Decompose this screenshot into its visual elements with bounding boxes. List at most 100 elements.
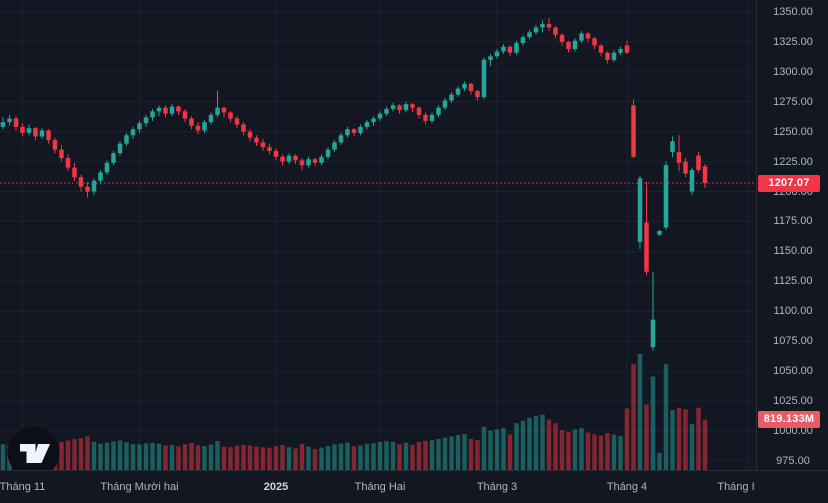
time-tick-label: Tháng Mười hai <box>100 481 179 493</box>
volume-bar <box>72 439 77 470</box>
candle-body <box>598 45 604 53</box>
volume-bar <box>644 404 649 470</box>
candle-body <box>20 126 25 133</box>
volume-bar <box>273 446 279 470</box>
candle-body <box>533 27 539 33</box>
candle-body <box>202 122 207 131</box>
candle-body <box>592 38 597 46</box>
time-tick-label: 2025 <box>263 481 289 493</box>
candle-body <box>319 156 324 163</box>
candle-body <box>72 167 77 178</box>
volume-bar <box>169 444 175 470</box>
candle-body <box>189 118 194 126</box>
volume-bar <box>228 447 233 470</box>
time-tick-label: Tháng Hai <box>354 481 406 493</box>
candle-body <box>267 147 272 151</box>
volume-bar <box>65 440 71 470</box>
last-price-label: 1207.07 <box>758 174 820 192</box>
volume-bar <box>585 432 591 470</box>
price-tick-label: 1325.00 <box>773 35 813 48</box>
candle-body <box>397 105 402 111</box>
chart-plot-area[interactable] <box>0 0 756 470</box>
volume-bar <box>260 447 266 470</box>
candle-body <box>293 155 298 161</box>
volume-bar <box>650 376 656 470</box>
candle-body <box>611 52 617 60</box>
volume-bar <box>494 429 500 470</box>
volume-bar <box>468 438 474 470</box>
volume-bar <box>182 444 188 470</box>
price-axis[interactable]: 975.00 1000.00 1025.00 1050.00 1075.00 1100.0… <box>756 0 828 470</box>
volume-bar <box>384 441 389 470</box>
tradingview-logo[interactable] <box>7 426 60 470</box>
volume-bar <box>130 444 136 470</box>
candle-body <box>306 159 311 166</box>
candle-body <box>52 140 58 150</box>
volume-bar <box>358 445 363 470</box>
candle-body <box>325 149 331 157</box>
volume-bar <box>59 442 64 470</box>
volume-bar <box>202 446 207 470</box>
volume-bar <box>416 442 422 470</box>
volume-bar <box>306 446 311 470</box>
candle-body <box>605 52 610 60</box>
volume-bar <box>286 447 292 470</box>
price-tick-label: 1025.00 <box>773 395 813 408</box>
volume-bar <box>234 445 240 470</box>
candle-body <box>182 111 188 119</box>
volume-bar <box>117 440 123 470</box>
candle-body <box>475 90 480 97</box>
candle-body <box>553 27 558 35</box>
volume-bar <box>592 434 597 470</box>
volume-bar <box>85 436 90 470</box>
candle-body <box>228 112 233 119</box>
candle-body <box>260 142 266 148</box>
price-tick-label: 1050.00 <box>773 365 813 378</box>
candle-body <box>696 155 701 170</box>
volume-bar <box>475 440 480 470</box>
volume-bar <box>241 444 246 470</box>
price-tick-label: 1350.00 <box>773 5 813 18</box>
volume-bar <box>137 444 142 470</box>
candle-body <box>26 128 32 133</box>
candle-body <box>540 23 545 28</box>
candle-body <box>384 108 389 114</box>
volume-bar <box>98 443 103 470</box>
candle-body <box>657 231 662 235</box>
candle-body <box>130 129 136 136</box>
candle-body <box>299 160 305 166</box>
volume-bar <box>325 446 331 470</box>
candlestick-chart[interactable] <box>0 0 756 470</box>
volume-bar <box>533 415 539 470</box>
price-tick-label: 1150.00 <box>773 245 813 258</box>
volume-label: 819.133M <box>758 411 820 429</box>
candle-body <box>59 149 64 159</box>
volume-bar <box>689 423 695 470</box>
candle-body <box>702 166 708 184</box>
volume-bar <box>91 441 97 470</box>
candle-body <box>195 125 201 131</box>
candle-body <box>65 158 71 168</box>
candle-body <box>332 142 337 150</box>
volume-bar <box>195 445 201 470</box>
candle-body <box>618 49 623 53</box>
volume-bar <box>520 420 526 470</box>
volume-bar <box>299 443 305 470</box>
volume-bar <box>150 442 155 470</box>
candle-body <box>566 41 571 50</box>
time-axis[interactable]: Tháng 11 Tháng Mười hai 2025 Tháng Hai Tháng… <box>0 470 828 503</box>
price-tick-label: 1300.00 <box>773 65 813 78</box>
volume-bar <box>611 434 617 470</box>
candle-body <box>462 83 467 89</box>
candle-body <box>559 34 565 42</box>
candle-body <box>546 23 552 28</box>
price-tick-label: 975.00 <box>776 454 810 467</box>
candle-body <box>364 122 370 127</box>
volume-bar <box>111 441 116 470</box>
volume-bar <box>247 445 253 470</box>
volume-bar <box>176 446 181 470</box>
candle-body <box>234 118 240 125</box>
candle-body <box>520 37 526 44</box>
candle-body <box>0 122 6 127</box>
